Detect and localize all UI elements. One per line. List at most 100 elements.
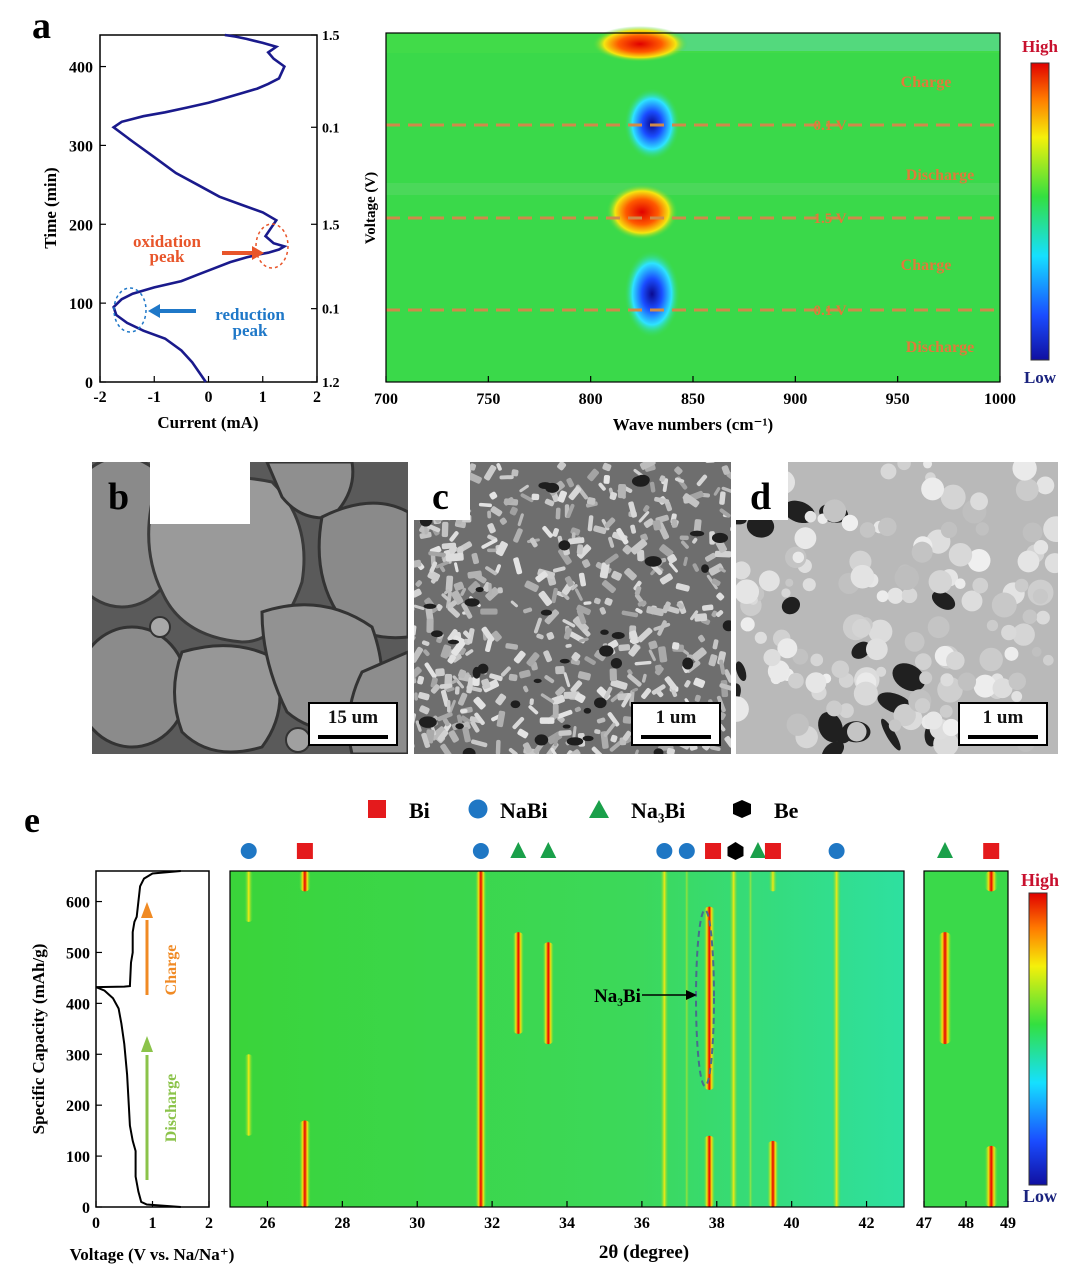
sem-c-pore: [423, 603, 437, 609]
sem-c-flake: [447, 700, 451, 713]
sem-c-flake: [488, 582, 492, 596]
sem-c-flake: [482, 679, 500, 693]
sem-d-grain: [897, 462, 911, 471]
sem-d-grain: [940, 521, 958, 539]
sem-c-flake: [611, 570, 622, 581]
sem-c-flake: [421, 732, 431, 748]
nabi-circle-icon: [468, 799, 488, 819]
sem-c-flake: [655, 664, 663, 674]
cv-right-tick-label: 0.1: [322, 303, 340, 318]
sem-d-grain: [923, 462, 933, 469]
sem-d-grain: [1001, 624, 1017, 641]
sem-c-flake: [594, 729, 601, 735]
sem-d-grain: [927, 616, 950, 639]
sem-c-flake: [454, 562, 459, 573]
ir-x-tick-label: 850: [681, 391, 705, 408]
sem-d-grain: [841, 514, 859, 532]
sem-d-grain: [914, 653, 932, 670]
xrd-inset-peak-streak: [984, 1145, 999, 1207]
region-label-discharge-2: Discharge: [906, 339, 974, 356]
sem-c-pore: [653, 748, 664, 754]
sem-c-flake: [609, 668, 618, 682]
sem-c-flake: [529, 537, 538, 548]
sem-c-pore: [600, 629, 609, 635]
sem-d-grain: [839, 703, 854, 719]
panel-label-e: e: [24, 800, 40, 840]
vc-x-axis-label: Voltage (V vs. Na/Na⁺): [70, 1245, 235, 1264]
cv-x-tick-label: 0: [205, 389, 213, 406]
sem-c-flake: [550, 747, 562, 754]
sem-c-flake: [571, 532, 576, 539]
charge-curve: [95, 870, 181, 989]
sem-c-flake: [694, 613, 708, 622]
sem-d-grain: [940, 673, 954, 687]
sem-c-flake: [461, 602, 473, 619]
sem-d-grain: [794, 527, 817, 550]
sem-d-grain: [1022, 522, 1043, 543]
sem-d-texture: [736, 462, 1058, 754]
cv-right-tick-label: 1.5: [322, 29, 340, 44]
sem-c-flake: [566, 503, 575, 519]
sem-c-flake: [449, 699, 456, 714]
sem-c-flake: [458, 692, 468, 706]
sem-c-flake: [681, 540, 689, 549]
sem-d-grain: [1044, 553, 1058, 574]
sem-c-flake: [563, 627, 572, 640]
sem-c-flake: [676, 602, 685, 610]
guide-label-1-5v: 1.5 V: [813, 211, 846, 227]
sem-c-flake: [568, 537, 585, 545]
sem-c-flake: [512, 716, 525, 730]
na3bi-marker-icon: [937, 842, 953, 858]
sem-c-flake: [621, 610, 639, 618]
cv-right-tick-label: 1.5: [322, 218, 340, 233]
sem-c-flake: [414, 713, 417, 731]
sem-c-pore: [644, 556, 662, 567]
guide-label-0-1v: 0.1 V: [813, 118, 846, 134]
sem-c-flake: [685, 660, 701, 674]
sem-d-grain: [831, 660, 850, 679]
sem-c-flake: [496, 710, 506, 728]
sem-c-flake: [674, 477, 685, 483]
nabi-marker-icon: [656, 843, 673, 859]
sem-d-grain: [1032, 588, 1049, 604]
sem-c-flake: [497, 587, 503, 594]
sem-d-grain: [919, 671, 933, 685]
sem-c-flake: [651, 684, 666, 695]
sem-c-flake: [557, 462, 567, 471]
sem-c-flake: [683, 556, 688, 567]
sem-c-flake: [440, 743, 453, 754]
sem-d-grain: [754, 631, 767, 644]
sem-d-grain: [939, 704, 953, 718]
sem-c-flake: [509, 506, 518, 516]
sem-c-label-box: [414, 462, 470, 520]
sem-c-flake: [555, 507, 561, 520]
sem-c-flake: [480, 608, 498, 615]
legend-be-label: Be: [774, 798, 799, 823]
xrd-heatmap: Na₃Bi 26 28 30 32 34 36 38 40 42 2θ (degree): [229, 842, 905, 1263]
xrd-peak-streak: [542, 942, 555, 1045]
sem-c-flake: [578, 637, 589, 643]
sem-c-flake: [519, 484, 529, 493]
vc-y-tick-label: 500: [66, 945, 90, 962]
sem-c-flake: [447, 600, 457, 609]
ir-heatmap-background: [386, 33, 1000, 382]
sem-c-flake: [578, 572, 587, 587]
nabi-marker-icon: [472, 843, 489, 859]
sem-d-grain: [942, 718, 960, 737]
sem-c-pore: [599, 645, 614, 657]
bi-square-icon: [368, 800, 386, 818]
sem-c-flake: [441, 521, 449, 538]
sem-c-flake: [513, 528, 523, 543]
sem-c-flake: [682, 493, 700, 508]
sem-c-flake: [622, 730, 632, 741]
sem-d-grain: [1012, 462, 1037, 481]
cv-y-tick-label: 0: [85, 375, 93, 392]
sem-d-grain: [991, 592, 1017, 618]
xrd-x-tick-label: 28: [334, 1215, 350, 1232]
sem-c-flake: [668, 562, 678, 573]
sem-c-flake: [724, 736, 731, 748]
sem-c-flake: [490, 506, 503, 517]
panel-label-c: c: [432, 476, 449, 518]
sem-d-grain: [802, 578, 816, 592]
sem-c-flake: [552, 566, 566, 573]
